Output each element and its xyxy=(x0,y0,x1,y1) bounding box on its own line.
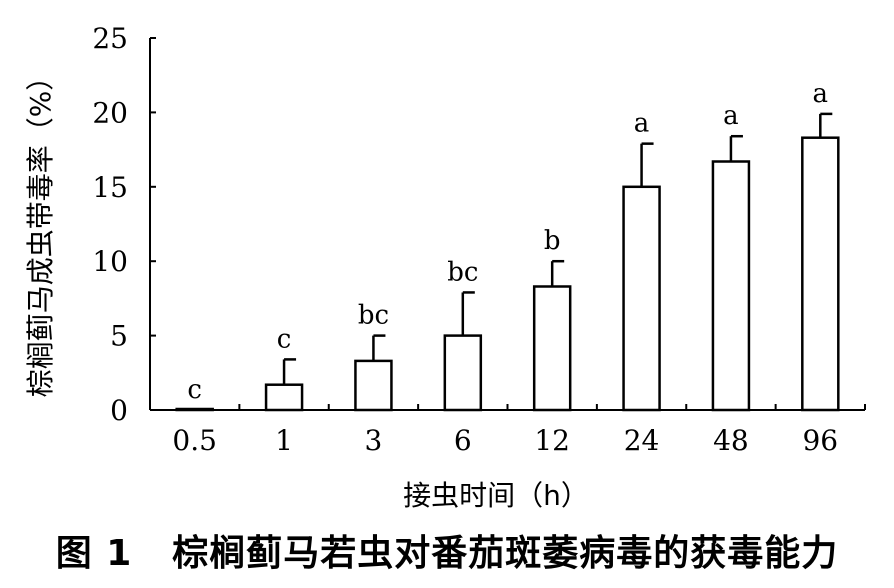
bar xyxy=(622,185,661,412)
significance-label: a xyxy=(634,109,650,139)
x-tick-label: 6 xyxy=(454,424,472,457)
axes xyxy=(149,37,866,411)
bar xyxy=(264,383,304,412)
significance-label: bc xyxy=(447,257,478,287)
x-tick-label: 48 xyxy=(713,424,749,457)
bar xyxy=(532,285,572,412)
y-tick-label: 25 xyxy=(92,22,128,55)
significance-label: c xyxy=(277,324,292,354)
bar-chart: 0 5 10 15 20 25 c 0.5 c 1 bc 3 bc 6 b 12 a 24 a 48 a 96 棕榈蓟马成… xyxy=(24,22,866,512)
significance-label: bc xyxy=(358,301,389,331)
significance-label: b xyxy=(544,226,561,256)
y-tick-label: 0 xyxy=(110,394,128,427)
y-tick-label: 10 xyxy=(92,245,128,278)
y-tick-label: 20 xyxy=(92,96,128,129)
bars xyxy=(175,112,840,412)
figure-number: 图 1 xyxy=(55,533,133,574)
y-tick-label: 5 xyxy=(110,320,128,353)
significance-label: a xyxy=(723,101,739,131)
y-axis-label: 棕榈蓟马成虫带毒率（%） xyxy=(24,63,57,398)
figure-title: 棕榈蓟马若虫对番茄斑萎病毒的获毒能力 xyxy=(172,533,839,574)
x-axis-label: 接虫时间（h） xyxy=(403,479,589,512)
x-tick-label: 96 xyxy=(802,424,838,457)
bar xyxy=(801,136,840,412)
significance-label: a xyxy=(813,79,829,109)
bar xyxy=(711,160,751,412)
x-tick-label: 1 xyxy=(275,424,293,457)
y-tick-label: 15 xyxy=(92,171,128,204)
x-tick-label: 12 xyxy=(534,424,570,457)
bar xyxy=(175,407,214,412)
x-tick-label: 24 xyxy=(624,424,660,457)
x-tick-label: 3 xyxy=(365,424,383,457)
bar xyxy=(443,334,483,412)
x-tick-label: 0.5 xyxy=(172,424,217,457)
significance-label: c xyxy=(187,375,202,405)
bar xyxy=(354,359,393,412)
labels: 0 5 10 15 20 25 c 0.5 c 1 bc 3 bc 6 b 12 a 24 a 48 a 96 xyxy=(92,22,838,457)
figure-caption: 图 1 棕榈蓟马若虫对番茄斑萎病毒的获毒能力 xyxy=(0,524,894,576)
